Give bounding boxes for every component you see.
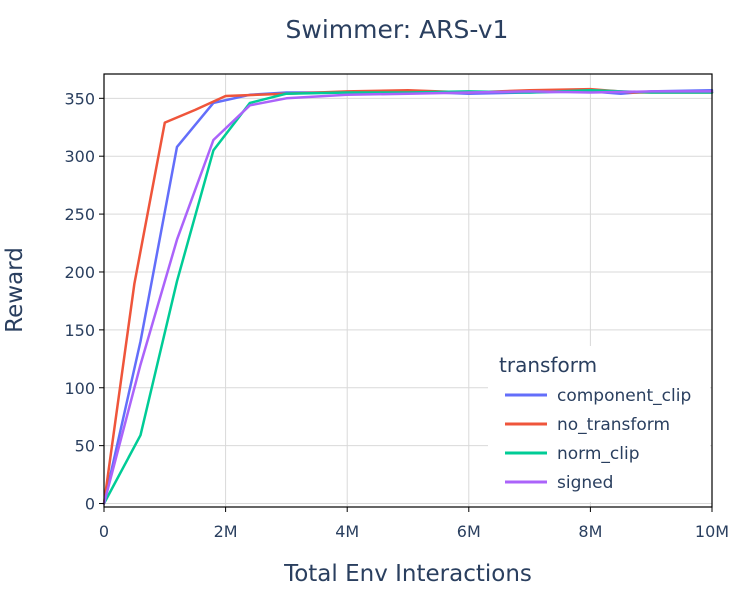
y-tick-label: 300	[64, 147, 95, 166]
x-tick-label: 0	[99, 522, 109, 541]
x-tick-label: 4M	[335, 522, 359, 541]
plot-frame	[103, 73, 713, 508]
x-axis-title: Total Env Interactions	[283, 561, 532, 587]
legend-label: signed	[557, 473, 613, 493]
legend-label: component_clip	[557, 386, 691, 406]
legend-item-signed[interactable]: signed	[505, 473, 613, 493]
y-tick-label: 0	[85, 495, 95, 514]
series-line-signed	[102, 90, 714, 505]
legend-items: component_clip no_transform norm_clipsigne…	[505, 386, 691, 493]
legend-item-component-clip[interactable]: component_clip	[505, 386, 691, 406]
y-tick-label: 250	[64, 205, 95, 224]
y-axis-title: Reward	[2, 247, 28, 333]
series-lines	[102, 87, 714, 505]
x-tick-label: 10M	[695, 522, 729, 541]
x-tick-label: 2M	[214, 522, 238, 541]
x-tick-label: 8M	[578, 522, 602, 541]
x-tick-label: 6M	[457, 522, 481, 541]
y-tick-label: 100	[64, 379, 95, 398]
legend-title: transform	[499, 353, 597, 377]
legend: transform component_clip no_transformnorm…	[488, 346, 710, 502]
legend-item-no-transform[interactable]: no_transform	[505, 415, 670, 435]
grid	[104, 74, 712, 507]
legend-item-norm-clip[interactable]: norm_clip	[505, 444, 640, 464]
y-tick-label: 50	[75, 437, 95, 456]
legend-label: norm_clip	[557, 444, 640, 464]
y-tick-label: 350	[64, 89, 95, 108]
chart-title: Swimmer: ARS-v1	[286, 15, 509, 44]
y-tick-label: 150	[64, 321, 95, 340]
tick-labels: 0 2M 4M 6M 8M 10M 0 50 100 150 200 250 300 350	[64, 89, 729, 541]
y-tick-label: 200	[64, 263, 95, 282]
legend-label: no_transform	[557, 415, 670, 435]
series-line-norm-clip	[102, 88, 714, 505]
